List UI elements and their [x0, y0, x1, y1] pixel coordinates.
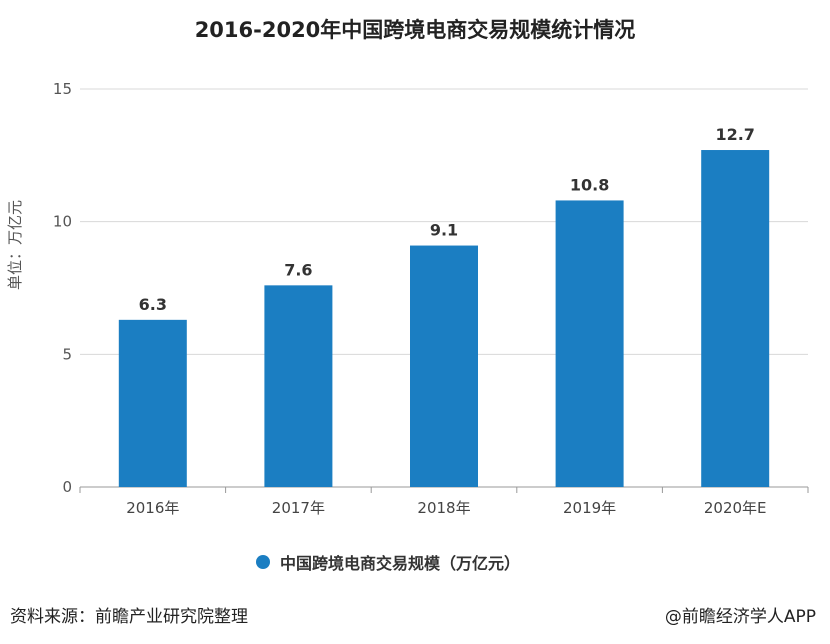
bar [410, 245, 478, 487]
y-tick-label: 10 [53, 213, 72, 231]
y-tick-label: 15 [53, 80, 72, 98]
data-label: 7.6 [284, 260, 312, 279]
y-axis-label: 单位：万亿元 [6, 199, 24, 290]
bar [701, 150, 770, 487]
legend-label: 中国跨境电商交易规模（万亿元） [280, 554, 521, 573]
legend: 中国跨境电商交易规模（万亿元） [256, 550, 520, 574]
x-tick-label: 2018年 [417, 499, 470, 517]
bar [264, 285, 333, 487]
data-label: 9.1 [430, 221, 458, 240]
bar [118, 319, 187, 487]
data-label: 6.3 [139, 295, 167, 314]
legend-swatch [256, 555, 270, 569]
x-tick-label: 2017年 [272, 499, 325, 517]
source-note: 资料来源：前瞻产业研究院整理 [10, 607, 248, 627]
data-label: 10.8 [570, 175, 609, 194]
x-tick-label: 2020年E [704, 499, 767, 517]
x-tick-label: 2016年 [126, 499, 179, 517]
attribution: @前瞻经济学人APP [664, 607, 816, 627]
x-tick-label: 2019年 [563, 499, 616, 517]
y-tick-label: 0 [62, 478, 72, 496]
bar [555, 200, 624, 487]
data-label: 12.7 [715, 125, 754, 144]
y-tick-label: 5 [62, 345, 72, 363]
chart-title: 2016-2020年中国跨境电商交易规模统计情况 [194, 18, 636, 42]
